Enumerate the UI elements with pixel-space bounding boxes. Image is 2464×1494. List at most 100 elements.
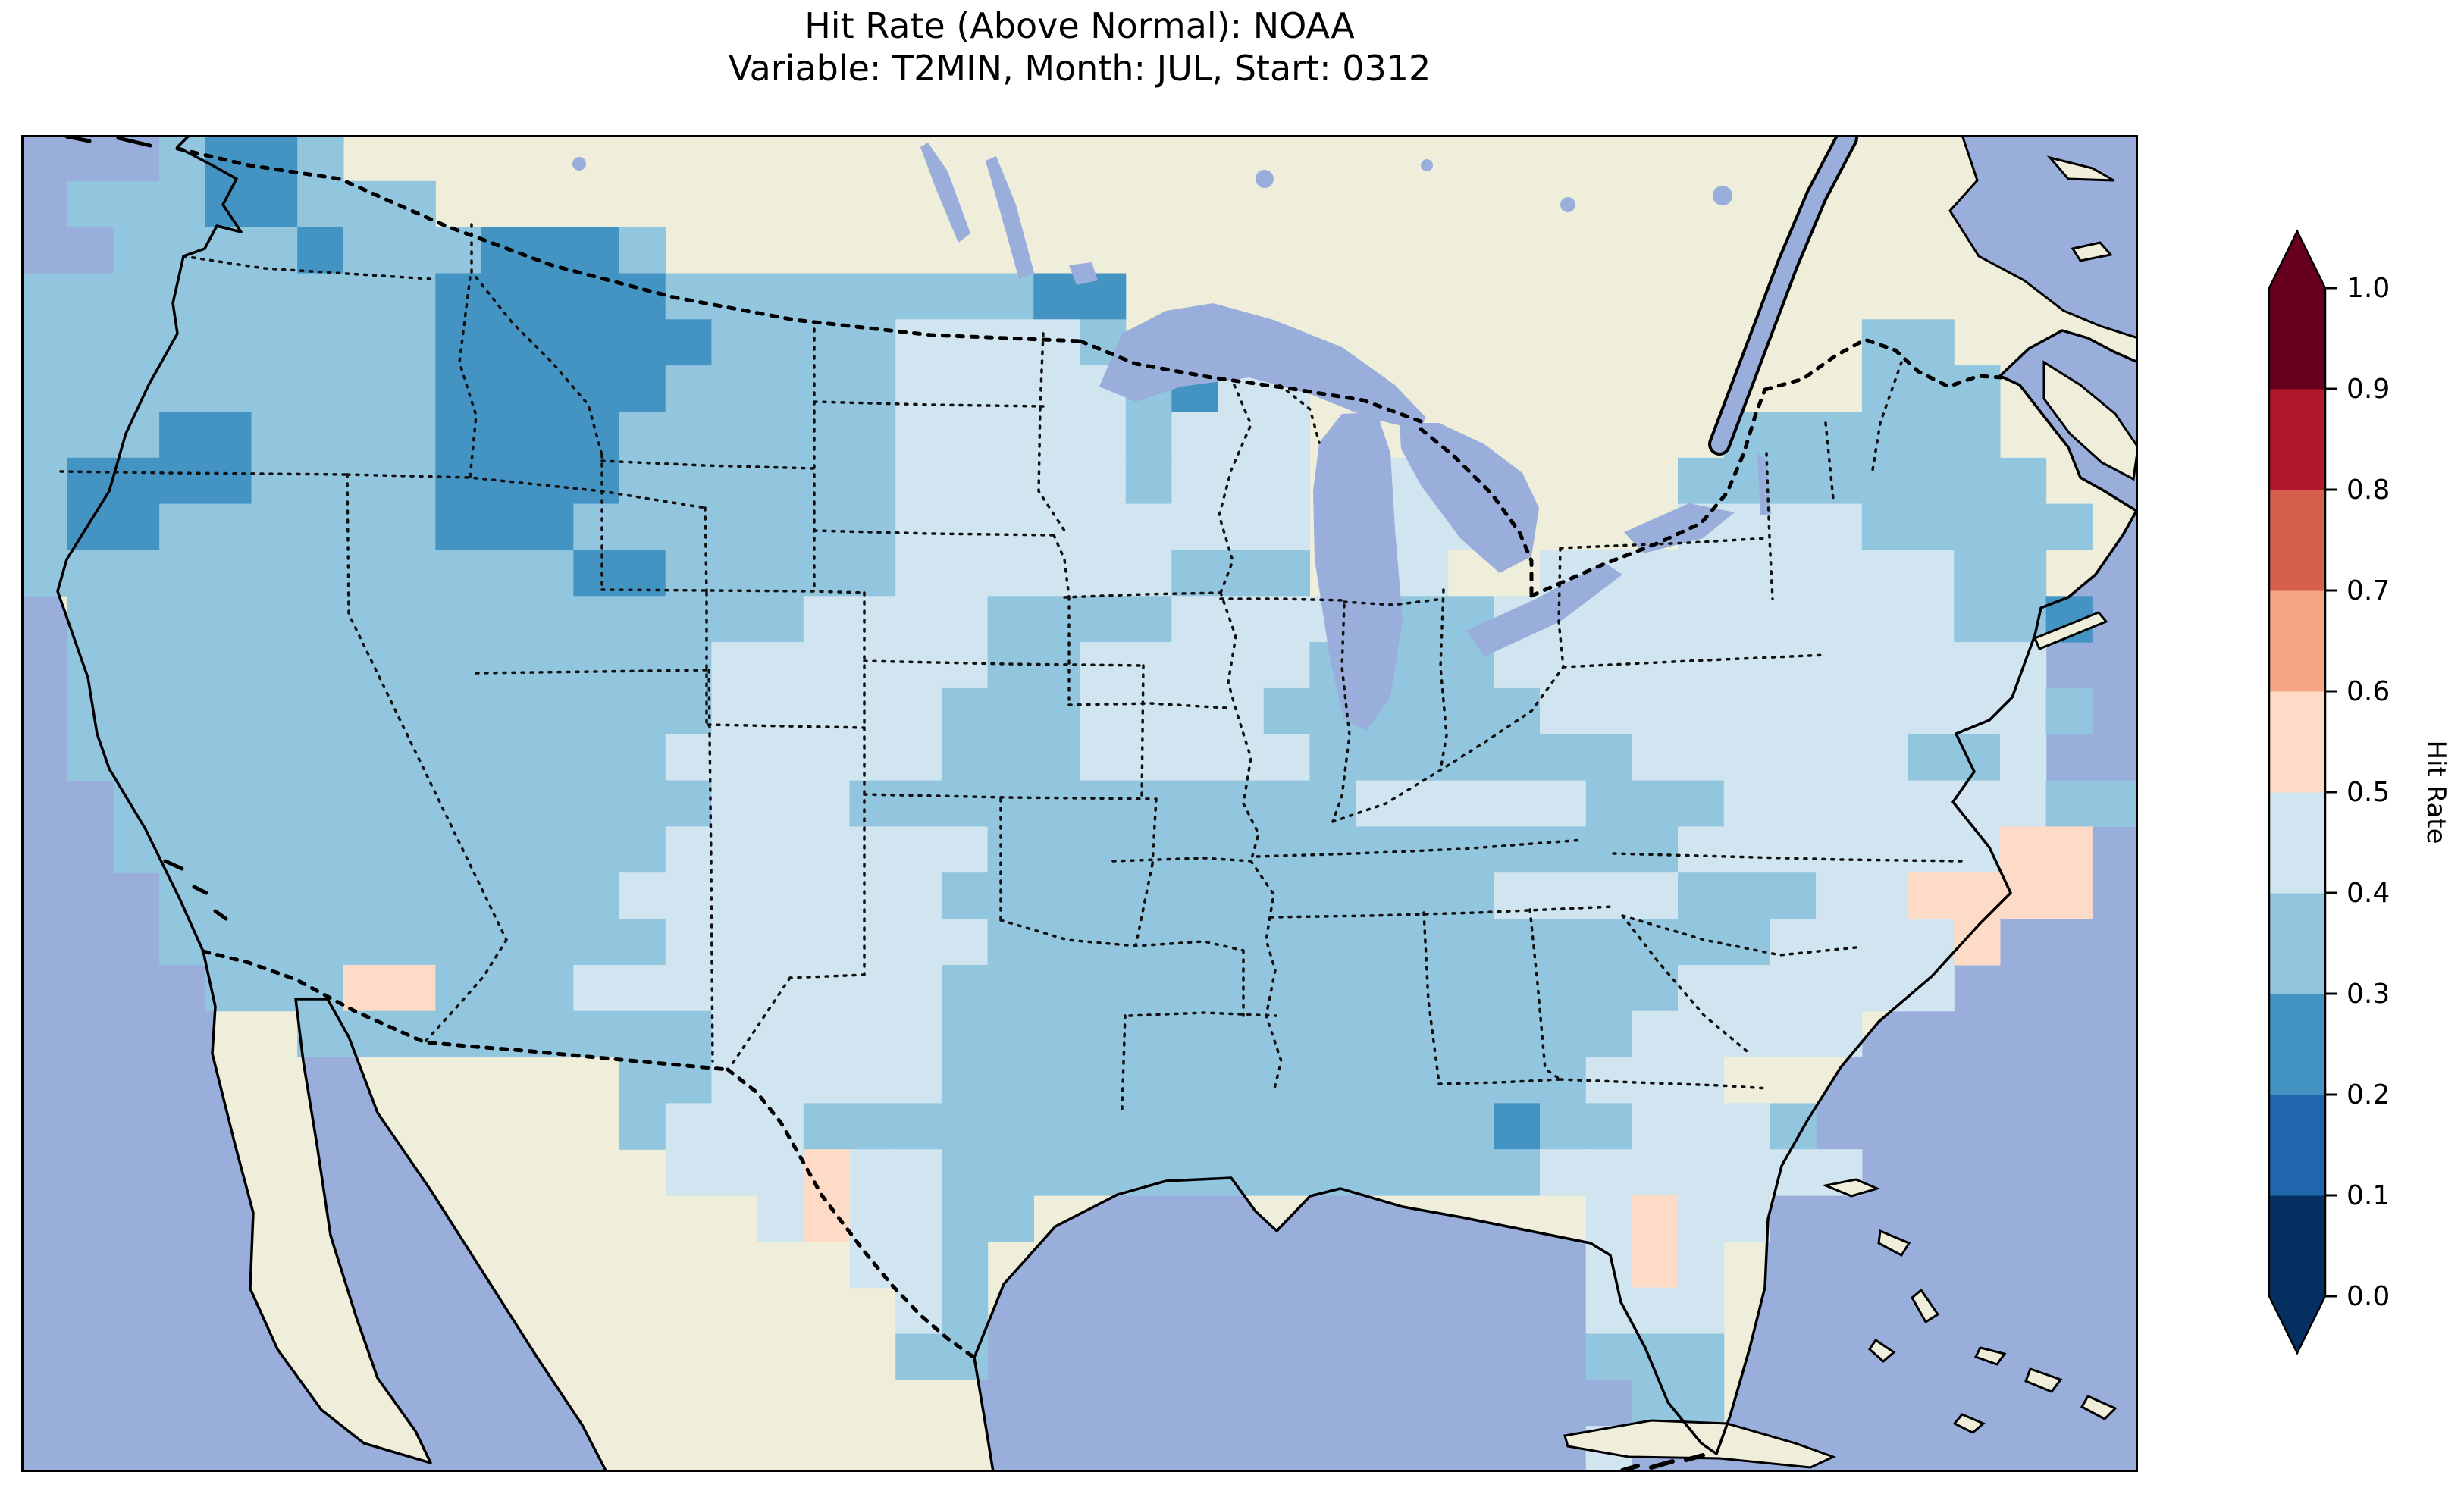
grid-cell — [1218, 503, 1265, 550]
grid-cell — [1309, 1010, 1356, 1058]
grid-cell — [1678, 550, 1725, 597]
grid-cell — [389, 227, 436, 274]
grid-cell — [389, 319, 436, 366]
grid-cell — [389, 780, 436, 827]
grid-cell — [21, 273, 68, 320]
grid-cell — [619, 1010, 666, 1058]
grid-cell — [1447, 826, 1494, 873]
grid-cell — [1309, 1103, 1356, 1150]
grid-cell — [895, 1010, 942, 1058]
grid-cell — [1954, 412, 2001, 459]
grid-cell — [435, 503, 482, 550]
grid-cell — [987, 1195, 1034, 1242]
grid-cell — [1401, 1103, 1449, 1150]
grid-cell — [205, 734, 252, 781]
grid-cell — [619, 1103, 666, 1150]
grid-cell — [573, 273, 620, 320]
grid-cell — [895, 457, 942, 505]
colorbar: 0.0 0.1 0.2 0.3 0.4 0.5 0.6 0.7 0.8 0.9 1.0 Hit Ra… — [2268, 229, 2451, 1355]
grid-cell — [573, 780, 620, 827]
grid-cell — [1999, 687, 2047, 735]
grid-cell — [1263, 872, 1311, 919]
grid-cell — [297, 550, 344, 597]
grid-cell — [711, 826, 758, 873]
grid-cell — [1861, 596, 1909, 643]
grid-cell — [987, 687, 1034, 735]
grid-cell — [711, 365, 758, 412]
grid-cell — [1125, 872, 1172, 919]
grid-cell — [619, 964, 666, 1012]
grid-cell — [987, 964, 1034, 1012]
grid-cell — [21, 412, 68, 459]
grid-cell — [895, 319, 942, 366]
grid-cell — [1908, 826, 1955, 873]
grid-cell — [67, 319, 114, 366]
grid-cell — [757, 919, 804, 966]
grid-cell — [1447, 872, 1494, 919]
grid-cell — [1125, 1103, 1172, 1150]
grid-cell — [159, 734, 206, 781]
grid-cell — [757, 457, 804, 505]
grid-cell — [343, 550, 390, 597]
grid-cell — [1309, 826, 1356, 873]
grid-cell — [1263, 457, 1311, 505]
grid-cell — [1861, 687, 1909, 735]
grid-cell — [1632, 872, 1679, 919]
grid-cell — [481, 365, 528, 412]
lake-winnipeg — [920, 143, 970, 243]
grid-cell — [711, 457, 758, 505]
grid-cell — [1263, 503, 1311, 550]
grid-cell — [1080, 550, 1127, 597]
grid-cell — [527, 919, 574, 966]
grid-cell — [573, 365, 620, 412]
grid-cell — [1632, 1380, 1679, 1427]
grid-cell — [1263, 596, 1311, 643]
grid-cell — [849, 780, 896, 827]
grid-cell — [711, 872, 758, 919]
grid-cell — [1263, 780, 1311, 827]
grid-cell — [1861, 964, 1909, 1012]
grid-cell — [251, 919, 298, 966]
grid-cell — [297, 503, 344, 550]
grid-cell — [941, 826, 989, 873]
grid-cell — [711, 1149, 758, 1196]
grid-cell — [205, 550, 252, 597]
grid-cell — [1540, 734, 1587, 781]
grid-cell — [343, 180, 390, 228]
map-frame — [21, 135, 2138, 1472]
grid-cell — [205, 964, 252, 1012]
grid-cell — [435, 642, 482, 689]
nova-scotia — [2042, 360, 2138, 481]
grid-cell — [113, 734, 160, 781]
grid-cell — [1585, 872, 1632, 919]
grid-cell — [941, 964, 989, 1012]
grid-cell — [1678, 687, 1725, 735]
grid-cell — [1908, 734, 1955, 781]
conus-hit-rate-map — [21, 135, 2138, 1472]
lake-erie — [1466, 562, 1622, 656]
grid-cell — [1356, 872, 1403, 919]
grid-cell — [619, 273, 666, 320]
grid-cell — [435, 872, 482, 919]
grid-cell — [159, 503, 206, 550]
grid-cell — [1356, 826, 1403, 873]
grid-cell — [1585, 1241, 1632, 1289]
grid-cell — [1678, 596, 1725, 643]
colorbar-tick-label: 0.0 — [2346, 1281, 2390, 1312]
grid-cell — [757, 273, 804, 320]
grid-cell — [941, 1149, 989, 1196]
grid-cell — [1954, 503, 2001, 550]
grid-cell — [711, 734, 758, 781]
colorbar-label: Hit Rate — [2421, 740, 2451, 844]
grid-cell — [251, 457, 298, 505]
bahamas-island — [1952, 1413, 1986, 1434]
grid-cell — [1125, 964, 1172, 1012]
grid-cell — [1540, 826, 1587, 873]
grid-cell — [297, 642, 344, 689]
title-line-2: Variable: T2MIN, Month: JUL, Start: 0312 — [728, 48, 1431, 89]
grid-cell — [619, 365, 666, 412]
grid-cell — [1033, 919, 1080, 966]
grid-cell — [1723, 550, 1770, 597]
grid-cell — [389, 596, 436, 643]
grid-cell — [1080, 503, 1127, 550]
